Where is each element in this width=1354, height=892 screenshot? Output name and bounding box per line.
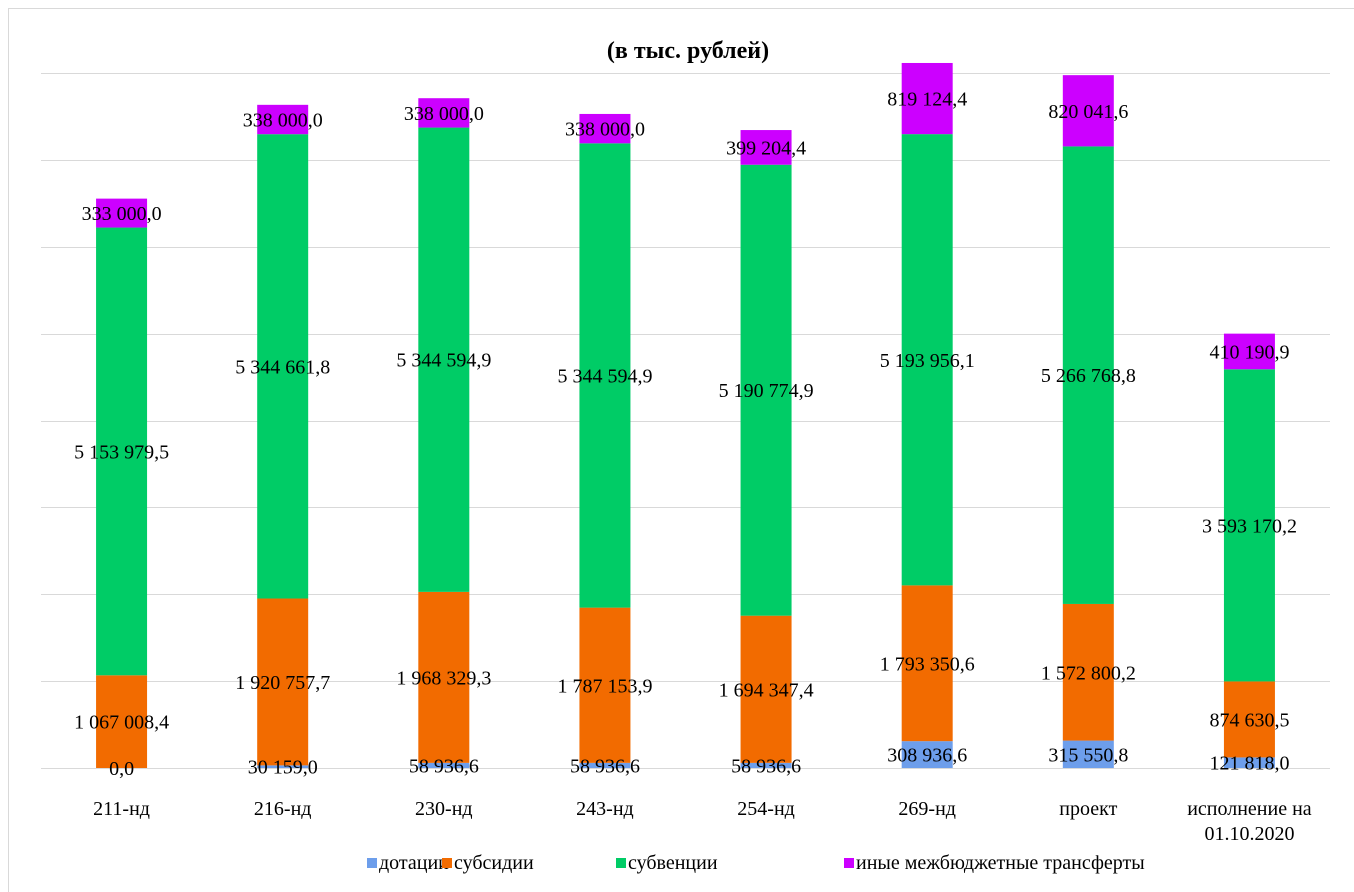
legend-swatch-dotacii: [367, 858, 377, 868]
x-tick-label: 269-нд: [898, 798, 956, 820]
bar-segment-subvencii: [257, 134, 309, 599]
data-label: 5 344 594,9: [557, 365, 652, 387]
data-label: 5 344 661,8: [235, 356, 330, 378]
bar-segment-subsidii: [1223, 681, 1275, 758]
data-label: 1 572 800,2: [1041, 662, 1136, 684]
bar-segment-dotacii: [901, 741, 953, 768]
data-label: 338 000,0: [565, 119, 645, 141]
bar-segment-dotacii: [1223, 757, 1275, 768]
data-label: 58 936,6: [570, 755, 640, 777]
data-label: 58 936,6: [731, 755, 801, 777]
bar-segment-subsidii: [257, 598, 309, 766]
bar-segment-subvencii: [1062, 146, 1114, 604]
x-axis: 211-нд 216-нд 230-нд 243-нд 254-нд 269-нд прое…: [93, 798, 1312, 845]
x-tick-label: 254-нд: [737, 798, 795, 820]
x-tick-label: исполнение на: [1187, 798, 1312, 820]
data-label: 874 630,5: [1209, 709, 1289, 731]
data-label: 5 344 594,9: [396, 350, 491, 372]
bar-segment-subvencii: [1223, 369, 1275, 682]
data-label: 1 694 347,4: [719, 679, 814, 701]
bar-segment-subsidii: [740, 615, 792, 763]
bar-segment-inye: [1223, 333, 1275, 370]
bar-segment-subvencii: [418, 127, 470, 592]
legend-swatch-subvencii: [616, 858, 626, 868]
data-label: 1 920 757,7: [235, 672, 330, 694]
data-label: 5 266 768,8: [1041, 365, 1136, 387]
bar-segment-dotacii: [579, 762, 631, 768]
bar-segment-inye: [1062, 75, 1114, 147]
x-tick-label: проект: [1059, 798, 1117, 820]
legend-swatch-inye: [844, 858, 854, 868]
bar-segment-subsidii: [96, 675, 148, 768]
data-label: 121 818,0: [1209, 753, 1289, 775]
bar-segment-dotacii: [257, 765, 309, 768]
data-label: 820 041,6: [1048, 101, 1128, 123]
legend-swatch-subsidii: [442, 858, 452, 868]
gridlines: [41, 73, 1330, 769]
data-label: 1 968 329,3: [396, 667, 491, 689]
data-label: 333 000,0: [82, 203, 162, 225]
legend-label: субвенции: [628, 852, 718, 874]
chart-title: (в тыс. рублей): [607, 38, 769, 64]
bar-segment-inye: [257, 104, 309, 135]
data-label: 3 593 170,2: [1202, 515, 1297, 537]
x-tick-label: 216-нд: [254, 798, 312, 820]
data-label: 5 153 979,5: [74, 441, 169, 463]
data-label: 315 550,8: [1048, 744, 1128, 766]
x-tick-label: 230-нд: [415, 798, 473, 820]
data-label: 1 787 153,9: [557, 675, 652, 697]
data-label: 399 204,4: [726, 137, 806, 159]
bar-segment-subvencii: [901, 134, 953, 586]
data-label: 0,0: [109, 758, 134, 780]
data-label: 5 193 956,1: [880, 350, 975, 372]
bar-segment-inye: [418, 98, 470, 128]
data-label: 1 793 350,6: [880, 653, 975, 675]
bar-segment-subsidii: [1062, 603, 1114, 741]
data-label: 410 190,9: [1209, 341, 1289, 363]
data-label: 819 124,4: [887, 89, 967, 111]
bar-segment-inye: [579, 113, 631, 144]
bar-segment-subsidii: [901, 585, 953, 742]
data-labels: 0,0 1 067 008,4 5 153 979,5 333 000,0 30 159…: [74, 89, 1297, 780]
bar-segment-inye: [901, 62, 953, 135]
legend-label: дотации: [379, 852, 449, 874]
data-label: 5 190 774,9: [719, 380, 814, 402]
chart-frame: [8, 8, 1354, 892]
legend-label: иные межбюджетные трансферты: [856, 852, 1145, 874]
legend: дотации субсидии субвенции иные межбюджетны…: [367, 852, 1145, 874]
bar-segment-subvencii: [96, 227, 148, 676]
x-tick-label: 01.10.2020: [1204, 823, 1294, 845]
bar-segment-subsidii: [418, 591, 470, 763]
bar-segment-subvencii: [740, 164, 792, 616]
legend-label: субсидии: [454, 852, 534, 874]
data-label: 30 159,0: [248, 757, 318, 779]
bar-segment-dotacii: [740, 762, 792, 768]
x-tick-label: 243-нд: [576, 798, 634, 820]
data-label: 338 000,0: [243, 110, 323, 132]
bar-segment-subsidii: [579, 607, 631, 763]
data-label: 338 000,0: [404, 103, 484, 125]
data-label: 1 067 008,4: [74, 712, 169, 734]
x-tick-label: 211-нд: [93, 798, 150, 820]
bar-segment-dotacii: [418, 762, 470, 768]
data-label: 308 936,6: [887, 745, 967, 767]
bars: [96, 62, 1275, 768]
bar-segment-dotacii: [1062, 740, 1114, 768]
data-label: 58 936,6: [409, 755, 479, 777]
bar-segment-inye: [740, 130, 792, 165]
bar-segment-subvencii: [579, 143, 631, 608]
bar-segment-inye: [96, 198, 148, 228]
